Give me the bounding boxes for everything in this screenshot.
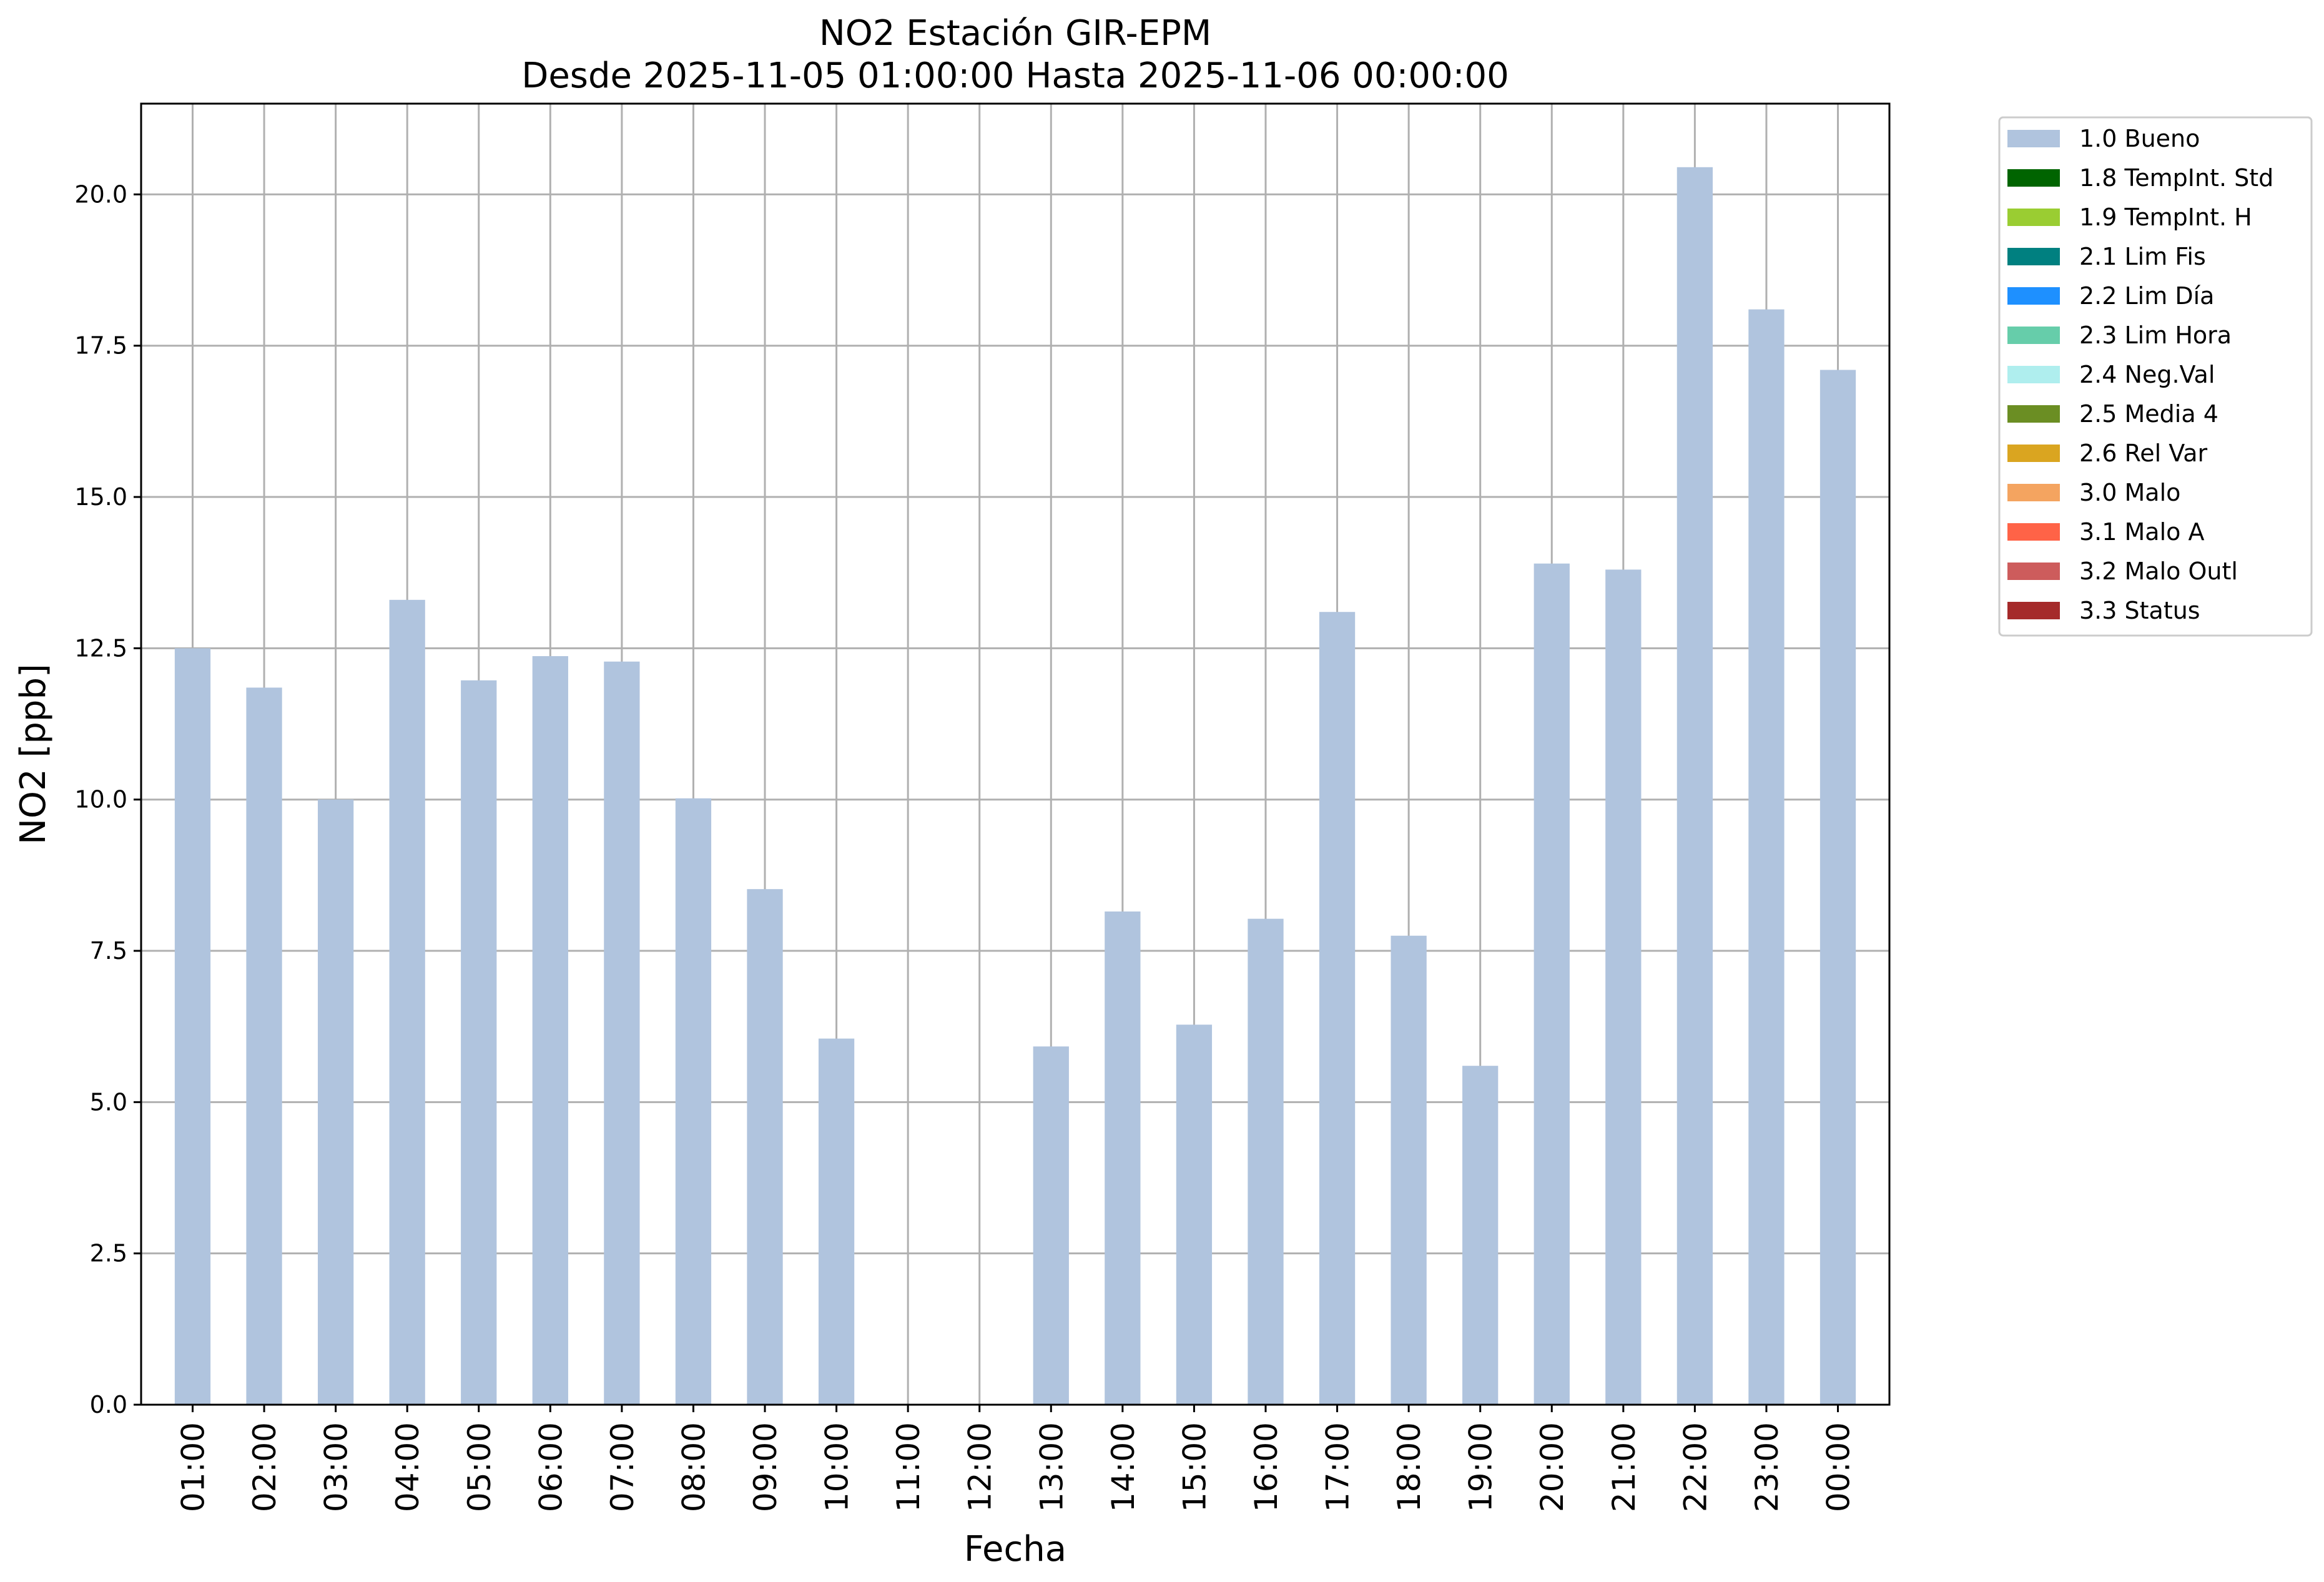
x-tick-label: 17:00 — [1320, 1422, 1356, 1512]
legend-label: 2.3 Lim Hora — [2079, 322, 2232, 349]
bar-0800 — [675, 798, 712, 1405]
x-tick-label: 03:00 — [318, 1422, 355, 1512]
bar-1700 — [1319, 612, 1356, 1405]
legend: 1.0 Bueno 1.8 TempInt. Std 1.9 TempInt. H 2… — [1998, 116, 2313, 637]
x-axis-ticks: 01:00 02:00 03:00 04:00 05:00 06:00 07:00 08:00… — [175, 1405, 1857, 1512]
x-axis-label: Fecha — [964, 1529, 1066, 1570]
x-tick-label: 18:00 — [1391, 1422, 1427, 1512]
legend-label: 2.5 Media 4 — [2079, 400, 2218, 428]
legend-label: 1.9 TempInt. H — [2079, 204, 2252, 231]
bar-0500 — [461, 680, 497, 1405]
legend-swatch — [2007, 366, 2060, 383]
y-tick-label: 20.0 — [74, 180, 127, 208]
bar-0300 — [317, 799, 354, 1405]
x-tick-label: 09:00 — [747, 1422, 784, 1512]
bar-1400 — [1105, 911, 1141, 1405]
bar-0200 — [246, 687, 282, 1405]
legend-swatch — [2007, 405, 2060, 423]
x-tick-label: 12:00 — [962, 1422, 998, 1512]
x-tick-label: 05:00 — [461, 1422, 498, 1512]
legend-label: 1.8 TempInt. Std — [2079, 164, 2273, 192]
x-tick-label: 21:00 — [1606, 1422, 1642, 1512]
plot-frame — [140, 102, 1891, 1406]
x-tick-label: 14:00 — [1105, 1422, 1141, 1512]
y-tick-label: 12.5 — [74, 634, 127, 662]
legend-swatch — [2007, 445, 2060, 462]
bar-0900 — [747, 889, 783, 1405]
y-axis-label: NO2 [ppb] — [13, 664, 54, 845]
legend-swatch — [2007, 130, 2060, 147]
bar-2100 — [1605, 569, 1642, 1405]
bar-1800 — [1391, 935, 1427, 1405]
legend-label: 3.3 Status — [2079, 597, 2200, 624]
bar-0100 — [174, 648, 211, 1405]
legend-swatch — [2007, 169, 2060, 187]
y-tick-label: 5.0 — [90, 1088, 127, 1116]
bar-1000 — [818, 1038, 855, 1405]
legend-label: 3.2 Malo Outl — [2079, 558, 2238, 585]
bar-0400 — [389, 599, 425, 1405]
bar-2000 — [1534, 563, 1570, 1405]
chart-title: NO2 Estación GIR-EPM — [819, 13, 1211, 54]
x-tick-label: 07:00 — [604, 1422, 641, 1512]
y-tick-label: 2.5 — [90, 1240, 127, 1267]
legend-swatch — [2007, 563, 2060, 580]
bar-1500 — [1176, 1024, 1213, 1405]
x-tick-label: 10:00 — [819, 1422, 855, 1512]
legend-swatch — [2007, 523, 2060, 541]
y-tick-label: 17.5 — [74, 332, 127, 360]
x-tick-label: 15:00 — [1176, 1422, 1213, 1512]
legend-label: 2.4 Neg.Val — [2079, 361, 2215, 388]
y-tick-label: 0.0 — [90, 1391, 127, 1418]
legend-swatch — [2007, 484, 2060, 501]
x-tick-label: 23:00 — [1749, 1422, 1785, 1512]
x-tick-label: 08:00 — [676, 1422, 712, 1512]
legend-label: 3.0 Malo — [2079, 479, 2180, 506]
legend-box — [1998, 116, 2313, 637]
x-tick-label: 11:00 — [890, 1422, 927, 1512]
legend-swatch — [2007, 327, 2060, 344]
legend-label: 3.1 Malo A — [2079, 518, 2204, 546]
x-tick-label: 04:00 — [390, 1422, 426, 1512]
legend-swatch — [2007, 209, 2060, 226]
y-tick-label: 7.5 — [90, 937, 127, 965]
legend-label: 2.1 Lim Fis — [2079, 243, 2206, 270]
bar-0000 — [1819, 370, 1856, 1405]
x-tick-label: 00:00 — [1821, 1422, 1857, 1512]
bar-1300 — [1033, 1046, 1069, 1405]
x-tick-label: 20:00 — [1534, 1422, 1570, 1512]
legend-swatch — [2007, 287, 2060, 305]
x-tick-label: 13:00 — [1033, 1422, 1070, 1512]
bar-1600 — [1248, 918, 1284, 1405]
legend-swatch — [2007, 248, 2060, 265]
y-axis-ticks: 0.0 2.5 5.0 7.5 10.0 12.5 15.0 17.5 20.0 — [74, 180, 141, 1418]
legend-label: 2.2 Lim Día — [2079, 282, 2214, 310]
x-tick-label: 19:00 — [1463, 1422, 1499, 1512]
legend-swatch — [2007, 602, 2060, 619]
bar-series-bueno — [174, 167, 1856, 1405]
x-tick-label: 01:00 — [175, 1422, 211, 1512]
bar-2200 — [1677, 167, 1713, 1405]
bar-0600 — [532, 656, 568, 1405]
chart-subtitle: Desde 2025-11-05 01:00:00 Hasta 2025-11-… — [521, 56, 1509, 96]
legend-label: 2.6 Rel Var — [2079, 440, 2208, 467]
bar-2300 — [1748, 309, 1785, 1405]
legend-label: 1.0 Bueno — [2079, 125, 2200, 152]
x-tick-label: 22:00 — [1677, 1422, 1713, 1512]
y-tick-label: 10.0 — [74, 786, 127, 813]
x-tick-label: 16:00 — [1248, 1422, 1284, 1512]
y-tick-label: 15.0 — [74, 483, 127, 511]
x-tick-label: 06:00 — [533, 1422, 569, 1512]
bar-1900 — [1462, 1066, 1499, 1405]
x-tick-label: 02:00 — [247, 1422, 283, 1512]
bar-0700 — [604, 661, 640, 1405]
